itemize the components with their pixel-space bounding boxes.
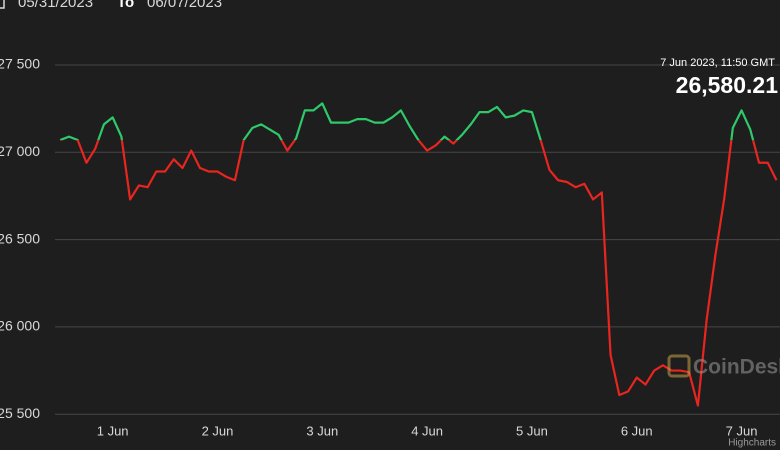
watermark-text: CoinDesk — [693, 356, 780, 379]
x-tick-label: 4 Jun — [411, 423, 443, 438]
range-to: To — [117, 0, 134, 11]
credits: Highcharts — [728, 438, 776, 449]
watermark: CoinDesk — [667, 354, 780, 379]
y-tick-label: 26 000 — [0, 318, 40, 334]
x-tick-label: 5 Jun — [516, 423, 548, 438]
x-tick-label: 3 Jun — [306, 423, 338, 438]
tooltip-time: 7 Jun 2023, 11:50 GMT — [660, 57, 775, 69]
range-from: 05/31/2023 — [18, 0, 93, 11]
x-tick-label: 2 Jun — [202, 423, 234, 438]
price-line-down — [60, 140, 778, 407]
watermark-logo — [667, 354, 691, 378]
x-tick-label: 7 Jun — [726, 423, 758, 438]
y-tick-label: 26 500 — [0, 230, 40, 246]
y-tick-label: 25 500 — [0, 405, 40, 421]
y-tick-label: 27 000 — [0, 143, 40, 159]
price-line-up — [59, 102, 755, 141]
tooltip-value: 26,580.21 — [676, 72, 779, 98]
x-tick-label: 6 Jun — [621, 423, 653, 438]
x-tick-label: 1 Jun — [97, 423, 129, 438]
y-tick-label: 27 500 — [0, 56, 40, 72]
range-until: 06/07/2023 — [147, 0, 222, 11]
calendar-icon — [0, 0, 5, 9]
